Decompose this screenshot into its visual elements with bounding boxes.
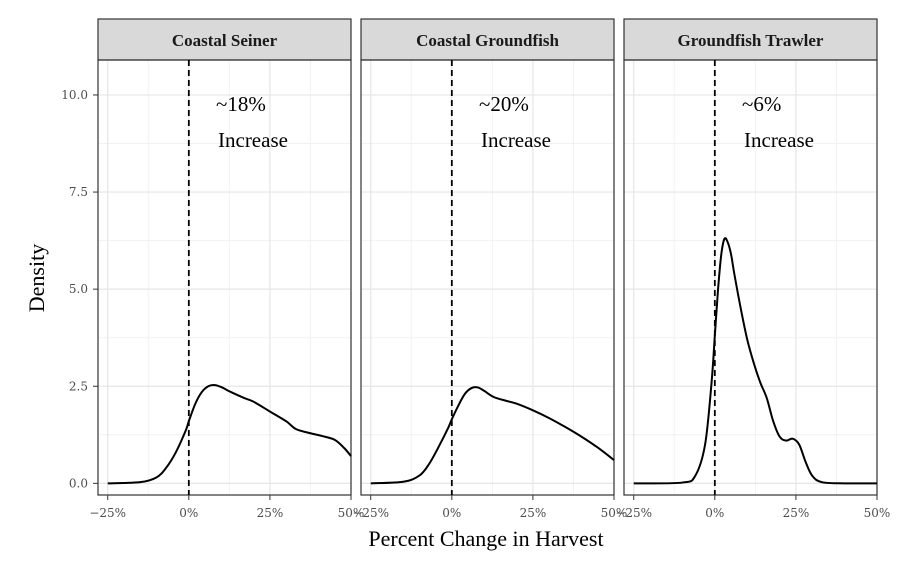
y-tick-label: 5.0	[69, 282, 88, 296]
x-tick-label: 0%	[442, 506, 461, 520]
y-axis-title: Density	[24, 244, 49, 312]
y-tick-label: 0.0	[69, 476, 88, 490]
facet-panel: Coastal Seiner ~18% Increase −25% 0% 25% 50%	[89, 18, 365, 520]
x-tick-label: 0%	[705, 506, 724, 520]
density-curve	[370, 386, 615, 485]
x-tick-label: −25%	[615, 506, 652, 520]
density-curve	[633, 237, 878, 485]
x-tick-label: −25%	[352, 506, 389, 520]
facet-title: Coastal Seiner	[172, 31, 278, 50]
x-axis-title: Percent Change in Harvest	[368, 526, 603, 551]
facet-strip	[623, 18, 878, 61]
facet-title: Groundfish Trawler	[678, 31, 824, 50]
facet-panel: Groundfish Trawler ~6% Increase −25% 0% 25% 50…	[615, 18, 891, 520]
facet-strip	[97, 18, 352, 61]
increase-annotation: Increase	[744, 128, 814, 152]
y-tick-label: 10.0	[61, 88, 88, 102]
increase-annotation: Increase	[481, 128, 551, 152]
increase-annotation: ~20%	[479, 92, 529, 116]
y-tick-label: 2.5	[69, 379, 88, 393]
x-tick-label: 25%	[257, 506, 284, 520]
facet-strip	[360, 18, 615, 61]
y-tick-label: 7.5	[69, 185, 88, 199]
panel-border	[97, 59, 352, 496]
increase-annotation: Increase	[218, 128, 288, 152]
x-tick-label: 50%	[601, 506, 628, 520]
facet-title: Coastal Groundfish	[416, 31, 559, 50]
y-axis: 0.0 2.5 5.0 7.5 10.0	[61, 88, 98, 490]
x-tick-label: −25%	[89, 506, 126, 520]
facet-panel: Coastal Groundfish ~20% Increase −25% 0% 25% 5…	[352, 18, 628, 520]
facet-panels: Coastal Seiner~18%Increase−25% 0% 25% 50%Co…	[89, 18, 891, 520]
increase-annotation: ~18%	[216, 92, 266, 116]
x-tick-label: 25%	[520, 506, 547, 520]
panel-border	[360, 59, 615, 496]
x-tick-label: 50%	[864, 506, 891, 520]
density-curve	[107, 384, 352, 485]
x-tick-label: 25%	[783, 506, 810, 520]
panel-border	[623, 59, 878, 496]
x-tick-label: 50%	[338, 506, 365, 520]
x-tick-label: 0%	[179, 506, 198, 520]
increase-annotation: ~6%	[742, 92, 781, 116]
